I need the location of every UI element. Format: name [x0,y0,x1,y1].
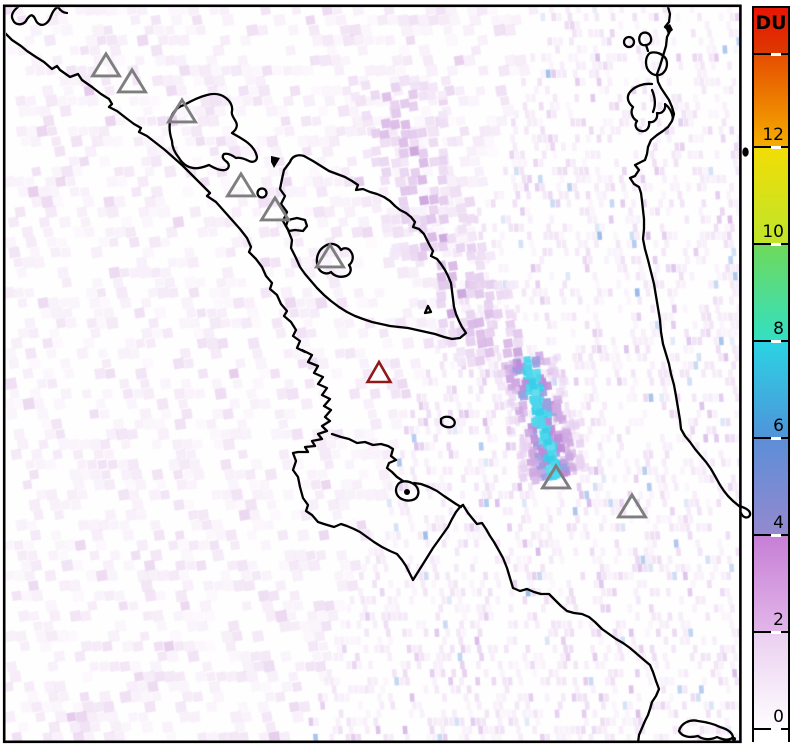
colorbar-title: DU [755,12,787,34]
colorbar-tick-label: 2 [773,610,784,630]
volcano-marker [165,97,199,124]
colorbar-tick-label: 8 [773,319,784,339]
colorbar-segment [754,632,788,729]
volcano-marker [224,171,258,198]
coastline-gulf-head [330,432,405,483]
colorbar-tick-gap [771,436,781,440]
volcano-marker [615,492,649,519]
colorbar-segment [754,147,788,244]
colorbar-segment [754,8,788,54]
islet-round [256,187,268,199]
colorbar-tick-label: 12 [762,125,784,145]
volcano-marker [258,195,292,222]
colorbar-tick-label: 10 [762,222,784,242]
colorbar-tick-gap [771,242,781,246]
colorbar-segment [754,438,788,535]
volcano-marker [89,51,123,78]
corn-island-clipped [742,147,749,157]
islet-triangle [423,304,433,315]
colorbar-tick-gap [771,533,781,537]
coastline-pacific [6,32,465,582]
colorbar-tick-label: 4 [773,513,784,533]
small-lake [439,415,456,429]
map-frame [2,4,742,744]
colorbar-segment [754,535,788,632]
lagoon-big [626,82,675,133]
colorbar-tick-label: 0 [773,707,784,727]
lagoon-loop [638,31,653,53]
volcano-marker [115,67,149,94]
colorbar-tick-gap [771,145,781,149]
island-bottom-right [677,719,735,741]
islet-dot [732,737,736,741]
lagoon-spit [650,88,656,114]
lagoon-mid [644,51,669,77]
coastline-notch [665,24,673,34]
bay-islet [404,489,410,495]
colorbar: 12 10 8 6 4 2 0 DU [752,6,790,744]
colorbar-segment [754,341,788,438]
colorbar-tick-gap [771,727,781,731]
colorbar-tick-gap [771,339,781,343]
coastline-caribbean [628,7,740,508]
asese-peninsula [284,216,309,233]
lake-nicaragua-outline [278,154,468,341]
lake-managua-outline [168,92,259,172]
coast-exit-hook [737,504,752,519]
colorbar-segment [754,54,788,147]
volcano-marker [313,242,347,269]
colorbar-tick-gap [771,630,781,634]
islet-seven [271,156,280,168]
coastline-gulf-east [461,503,661,741]
colorbar-tick-gap [771,52,781,56]
coastline-bay-north [412,481,463,509]
ometepe-island-outline [315,242,354,278]
coastline-bay-lagoon [394,480,420,502]
colorbar-segment [754,729,788,744]
coastline-estuary [10,7,69,27]
lagoon-islet [622,35,636,49]
volcano-marker-erupting [365,359,393,384]
colorbar-tick-label: 6 [773,416,784,436]
colorbar-segment [754,244,788,341]
volcano-marker [539,463,573,490]
